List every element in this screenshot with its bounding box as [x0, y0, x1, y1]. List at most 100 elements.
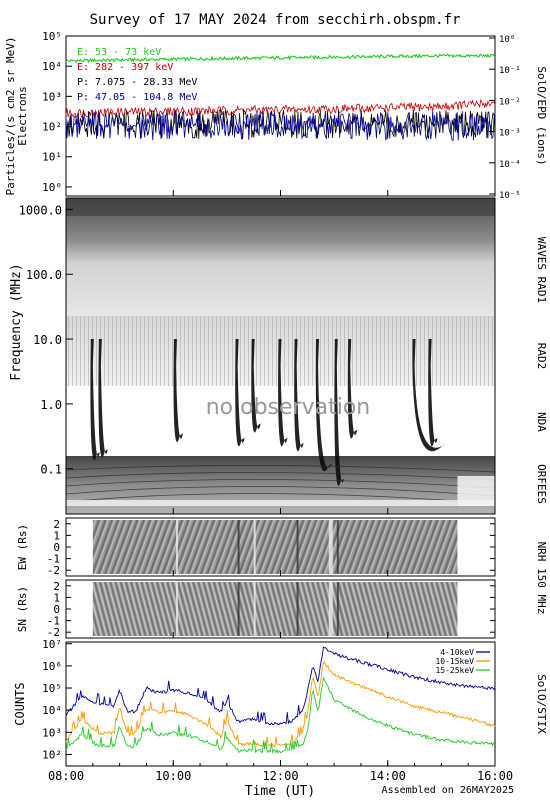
- time-axis-ticks: 08:00 10:00 12:00 14:00 16:00: [48, 190, 513, 783]
- band-label-nda: NDA: [535, 412, 548, 432]
- time-axis-label: Time (UT): [245, 784, 315, 799]
- no-observation-label: no observation: [206, 395, 371, 420]
- epd-ytick-label: 10⁴: [42, 60, 62, 73]
- figure-title: Survey of 17 MAY 2024 from secchirh.obsp…: [90, 12, 461, 28]
- orfees-arc: [65, 486, 496, 497]
- radio-bursts: [65, 198, 496, 506]
- nrh-event-column: [328, 520, 333, 574]
- epd-ytick-label: 10³: [42, 90, 62, 103]
- radio-ytick-label: 1.0: [40, 398, 62, 412]
- epd-legend-entry: E: 282 - 397 keV: [77, 62, 173, 73]
- nrh-ew-panel: 210-1-2 EW (Rs): [16, 517, 496, 577]
- radio-burst: [347, 339, 358, 439]
- stix-ytick-label: 10³: [42, 726, 62, 739]
- radio-ytick-label: 100.0: [26, 268, 62, 282]
- stix-series-line: [65, 676, 496, 754]
- radio-burst: [173, 339, 183, 443]
- radio-panel: 0.1 1.0 10.0 100.0 1000.0 no observation Fre…: [9, 197, 548, 515]
- stix-series-line: [65, 661, 496, 748]
- epd-frame: [65, 35, 496, 197]
- radio-burst: [294, 339, 304, 452]
- nrh-event-column: [237, 520, 240, 574]
- epd-ticks: 10⁰ 10¹ 10² 10³ 10⁴ 10⁵ 10⁻⁵ 10⁻⁴ 10⁻³ 10⁻² 10⁻¹ 10…: [42, 30, 521, 201]
- nrh-ew-ticks: 210-1-2: [47, 518, 495, 577]
- nrh-event-column: [237, 582, 240, 636]
- orfees-arc: [65, 479, 496, 489]
- stix-series-group: [65, 646, 496, 754]
- nrh-ew-image: [92, 520, 458, 574]
- stix-ytick-label: 10⁶: [42, 660, 62, 673]
- epd-ylabel: Particles/(s cm2 sr MeV): [4, 37, 17, 196]
- nrh-right-label: NRH 150 MHz: [535, 542, 548, 615]
- stix-legend-entry: 4-10keV: [440, 648, 474, 657]
- radio-burst: [235, 339, 245, 447]
- epd-ytick-right-label: 10⁻⁴: [499, 160, 521, 170]
- nrh-ytick-label: 0: [53, 541, 60, 554]
- stix-ylabel: COUNTS: [13, 682, 27, 725]
- orfees-arc: [65, 472, 496, 481]
- time-tick-label: 10:00: [155, 769, 191, 783]
- nrh-sn-ylabel: SN (Rs): [16, 586, 29, 632]
- orfees-end-bright: [457, 476, 495, 506]
- time-tick-label: 08:00: [48, 769, 84, 783]
- nrh-event-column: [336, 520, 339, 574]
- orfees-arc: [65, 465, 496, 473]
- nrh-ytick-label: -2: [47, 564, 60, 577]
- nrh-sn-ticks: 210-1-2: [47, 580, 495, 639]
- epd-legend-entry: E: 53 - 73 keV: [77, 47, 161, 58]
- radio-ytick-label: 0.1: [40, 463, 62, 477]
- nrh-ytick-label: -2: [47, 626, 60, 639]
- epd-series-line: [65, 53, 496, 64]
- radio-burst: [251, 339, 261, 433]
- nrh-ytick-label: -1: [47, 615, 60, 628]
- nrh-event-column: [253, 520, 256, 574]
- radio-ytick-label: 10.0: [33, 333, 62, 347]
- epd-ytick-right-label: 10⁻¹: [499, 66, 521, 76]
- stix-ticks: 10² 10³ 10⁴ 10⁵ 10⁶ 10⁷: [42, 638, 72, 761]
- epd-series-line: [65, 108, 496, 140]
- epd-series-line: [65, 110, 496, 141]
- nrh-ytick-label: 0: [53, 603, 60, 616]
- nrh-ytick-label: 1: [53, 591, 60, 604]
- epd-series-line: [65, 99, 496, 119]
- nrh-event-column: [296, 582, 299, 636]
- rad1-band: [66, 198, 495, 316]
- epd-ytick-right-label: 10⁻³: [499, 129, 521, 139]
- rad1-top-band: [66, 198, 495, 216]
- radio-burst: [90, 339, 100, 461]
- band-label-rad2: RAD2: [535, 343, 548, 370]
- radio-ytick-label: 1000.0: [19, 203, 62, 217]
- stix-ytick-label: 10⁴: [42, 704, 62, 717]
- epd-ylabel2: Electrons: [16, 86, 29, 146]
- epd-legend: E: 53 - 73 keV E: 282 - 397 keV P: 7.075 -…: [77, 47, 197, 103]
- epd-ytick-label: 10²: [42, 121, 62, 134]
- epd-ytick-label: 10⁰: [42, 181, 62, 194]
- orfees-arc: [65, 493, 496, 505]
- assembled-footer: Assembled on 26MAY2025: [382, 785, 514, 796]
- nrh-ew-ylabel: EW (Rs): [16, 524, 29, 570]
- band-label-orfees: ORFEES: [535, 464, 548, 504]
- nrh-event-column: [328, 582, 333, 636]
- nrh-sn-image: [92, 582, 458, 636]
- stix-ytick-label: 10⁵: [42, 682, 62, 695]
- epd-panel: 10⁰ 10¹ 10² 10³ 10⁴ 10⁵ 10⁻⁵ 10⁻⁴ 10⁻³ 10⁻² 10⁻¹ 10…: [4, 30, 548, 201]
- stix-legend-entry: 10-15keV: [435, 657, 474, 666]
- radio-ylabel: Frequency (MHz): [9, 263, 24, 380]
- band-label-rad1: WAVES RAD1: [535, 237, 548, 303]
- radio-ticks: 0.1 1.0 10.0 100.0 1000.0: [19, 203, 73, 477]
- epd-legend-entry: P: 47.05 - 104.8 MeV: [77, 92, 197, 103]
- radio-burst: [428, 339, 438, 447]
- orfees-bright-strip: [66, 500, 495, 506]
- nrh-event-column: [336, 582, 339, 636]
- time-tick-label: 16:00: [477, 769, 513, 783]
- epd-ytick-label: 10¹: [42, 151, 62, 164]
- time-tick-label: 14:00: [370, 769, 406, 783]
- stix-panel: 10² 10³ 10⁴ 10⁵ 10⁶ 10⁷ 4-10keV10-15keV15-25k…: [13, 190, 548, 799]
- nrh-event-column: [253, 582, 256, 636]
- nrh-ytick-label: -1: [47, 553, 60, 566]
- nrh-ytick-label: 2: [53, 518, 60, 531]
- epd-ytick-label: 10⁵: [42, 30, 62, 43]
- nrh-sn-panel: 210-1-2 SN (Rs) NRH 150 MHz: [16, 542, 548, 640]
